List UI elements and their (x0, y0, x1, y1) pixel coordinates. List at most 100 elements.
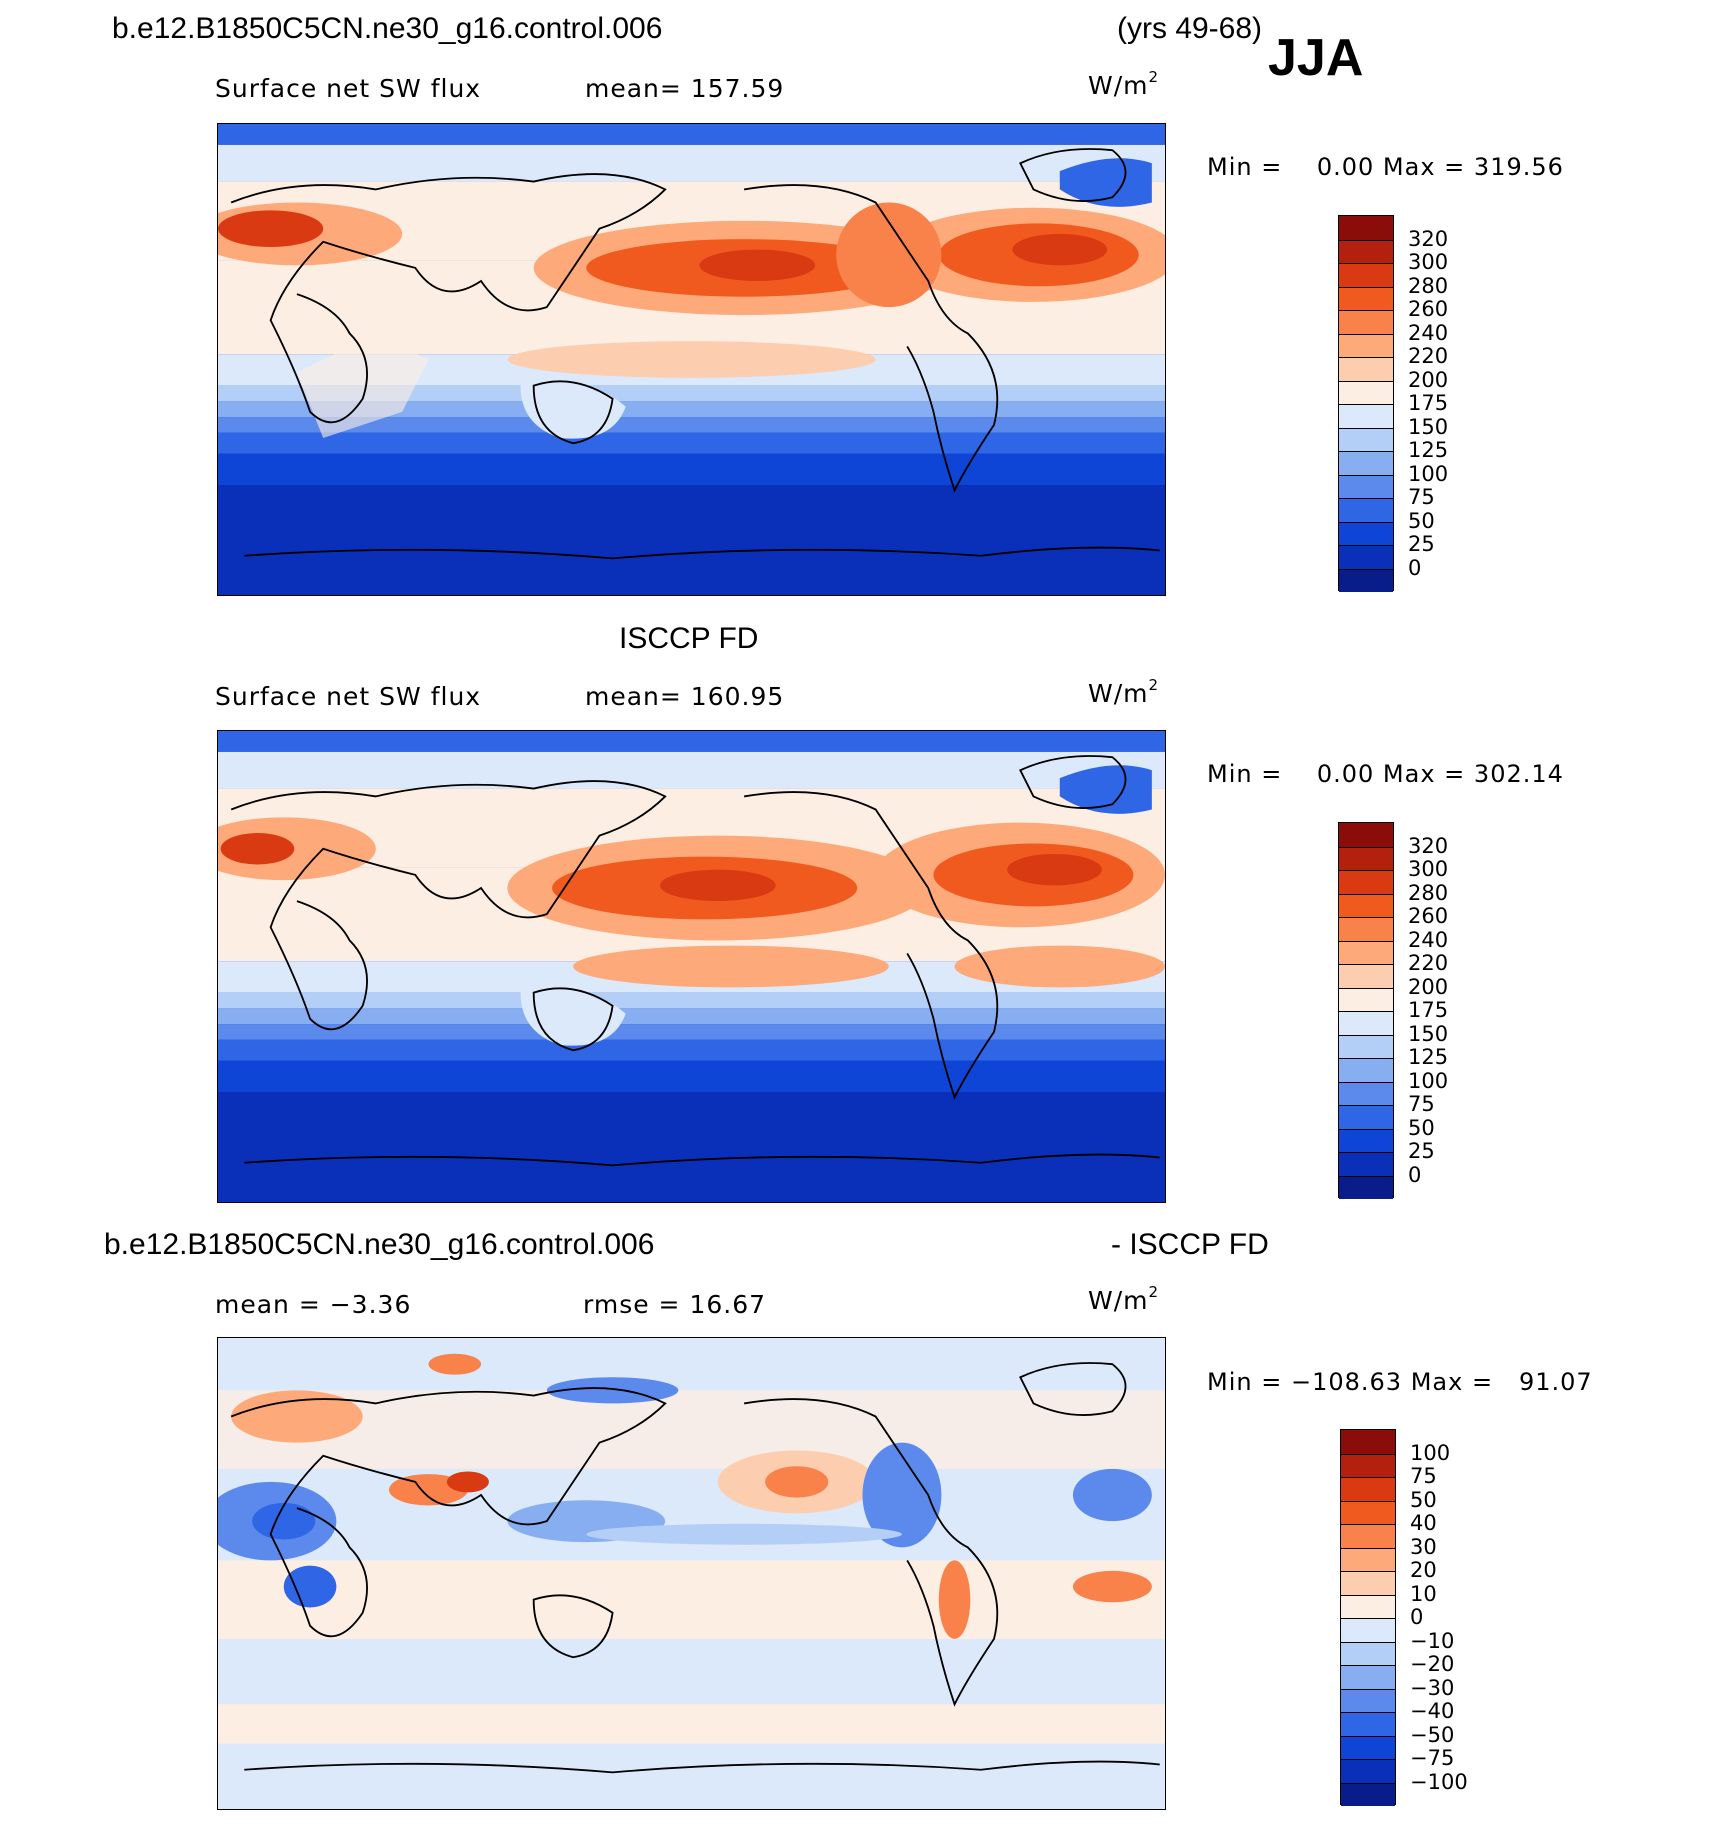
colorbar-swatch (1339, 451, 1393, 475)
colorbar-tick-label: 150 (1408, 414, 1449, 439)
rmse-label: rmse = 16.67 (583, 1290, 767, 1319)
colorbar-tick-label: −50 (1410, 1722, 1455, 1747)
colorbar-tick-label: 240 (1408, 320, 1449, 345)
colorbar-swatch (1341, 1477, 1395, 1501)
units-label: W/m2 (1088, 676, 1160, 708)
colorbar-tick-label: 300 (1408, 250, 1449, 274)
colorbar-swatch (1339, 357, 1393, 381)
colorbar-tick-label: −10 (1410, 1628, 1455, 1653)
colorbar-tick-label: 320 (1408, 833, 1449, 858)
colorbar-tick-label: 220 (1408, 344, 1449, 368)
mean-label: mean= 157.59 (585, 74, 785, 103)
colorbar-tick-label: −40 (1410, 1699, 1455, 1723)
colorbar-swatch (1341, 1547, 1395, 1571)
colorbar-swatch (1339, 239, 1393, 263)
colorbar-swatch (1339, 1058, 1393, 1082)
colorbar-tick-label: 260 (1408, 297, 1449, 321)
colorbar-tick-label: 0 (1408, 1162, 1422, 1187)
colorbar-tick-label: 0 (1408, 555, 1422, 580)
colorbar-swatch (1341, 1665, 1395, 1689)
colorbar-swatch (1339, 333, 1393, 357)
colorbar-swatch (1339, 545, 1393, 569)
colorbar-swatch (1339, 310, 1393, 334)
colorbar (1340, 1429, 1396, 1806)
colorbar-swatch (1341, 1453, 1395, 1477)
map-model (217, 123, 1166, 596)
colorbar-swatch (1339, 940, 1393, 964)
colorbar-swatch (1339, 568, 1393, 592)
minmax-label: Min = 0.00 Max = 302.14 (1207, 760, 1564, 788)
colorbar-tick-label: 125 (1408, 1045, 1449, 1069)
colorbar-tick-label: −20 (1410, 1652, 1455, 1676)
colorbar-tick-label: −30 (1410, 1675, 1455, 1700)
colorbar-swatch (1339, 1011, 1393, 1035)
colorbar-tick-label: 30 (1410, 1534, 1437, 1559)
colorbar-swatch (1341, 1688, 1395, 1712)
colorbar-tick-label: 40 (1410, 1511, 1437, 1535)
colorbar-swatch (1339, 216, 1393, 240)
colorbar-tick-label: 125 (1408, 438, 1449, 462)
colorbar-swatch (1339, 498, 1393, 522)
colorbar-tick-label: 75 (1410, 1464, 1437, 1488)
colorbar-swatch (1341, 1641, 1395, 1665)
colorbar-swatch (1341, 1759, 1395, 1783)
colorbar-tick-label: 75 (1408, 1092, 1435, 1116)
colorbar-swatch (1339, 427, 1393, 451)
colorbar-swatch (1339, 964, 1393, 988)
colorbar-swatch (1339, 404, 1393, 428)
colorbar-tick-label: 10 (1410, 1581, 1437, 1606)
colorbar-swatch (1339, 1105, 1393, 1129)
colorbar-swatch (1339, 987, 1393, 1011)
season-label: JJA (1268, 29, 1364, 87)
colorbar-swatch (1339, 870, 1393, 894)
colorbar-swatch (1341, 1571, 1395, 1595)
colorbar-tick-label: 100 (1408, 1068, 1449, 1093)
colorbar-tick-label: 100 (1408, 461, 1449, 486)
colorbar-tick-label: 0 (1410, 1605, 1424, 1629)
colorbar-tick-label: 175 (1408, 998, 1449, 1022)
colorbar-tick-label: 50 (1410, 1487, 1437, 1512)
colorbar-tick-label: 200 (1408, 367, 1449, 392)
map-diff (217, 1337, 1166, 1810)
colorbar-tick-label: 25 (1408, 532, 1435, 556)
colorbar-tick-label: 150 (1408, 1021, 1449, 1046)
colorbar-swatch (1341, 1735, 1395, 1759)
colorbar (1338, 822, 1394, 1199)
colorbar-tick-label: 50 (1408, 1115, 1435, 1140)
colorbar-swatch (1339, 893, 1393, 917)
mean-label: mean= 160.95 (585, 682, 785, 711)
colorbar-tick-label: 25 (1408, 1139, 1435, 1163)
colorbar-swatch (1339, 823, 1393, 847)
units-label: W/m2 (1088, 68, 1160, 100)
colorbar-swatch (1339, 1128, 1393, 1152)
colorbar-swatch (1339, 1034, 1393, 1058)
variable-label: Surface net SW flux (215, 682, 482, 711)
colorbar-tick-label: 280 (1408, 880, 1449, 905)
case-title: b.e12.B1850C5CN.ne30_g16.control.006 (112, 12, 663, 45)
colorbar-tick-label: 280 (1408, 273, 1449, 298)
colorbar-swatch (1341, 1782, 1395, 1806)
colorbar-swatch (1339, 474, 1393, 498)
colorbar-tick-label: 75 (1408, 485, 1435, 509)
colorbar-tick-label: 100 (1410, 1440, 1451, 1465)
contour-map-model (218, 124, 1165, 595)
colorbar-swatch (1341, 1618, 1395, 1642)
colorbar-swatch (1339, 286, 1393, 310)
mean-label: mean = −3.36 (215, 1290, 412, 1319)
colorbar-swatch (1339, 1081, 1393, 1105)
colorbar-tick-label: 260 (1408, 904, 1449, 928)
colorbar-tick-label: 300 (1408, 857, 1449, 881)
colorbar-swatch (1339, 846, 1393, 870)
colorbar-tick-label: 320 (1408, 226, 1449, 251)
colorbar-swatch (1339, 917, 1393, 941)
colorbar-tick-label: 220 (1408, 951, 1449, 975)
colorbar-swatch (1341, 1594, 1395, 1618)
panel-title: ISCCP FD (619, 622, 759, 655)
colorbar-swatch (1341, 1524, 1395, 1548)
colorbar-tick-label: −100 (1410, 1769, 1468, 1794)
diff-title-left: b.e12.B1850C5CN.ne30_g16.control.006 (104, 1228, 655, 1261)
colorbar-swatch (1341, 1500, 1395, 1524)
colorbar-swatch (1339, 380, 1393, 404)
minmax-label: Min = 0.00 Max = 319.56 (1207, 153, 1564, 181)
colorbar-swatch (1339, 521, 1393, 545)
